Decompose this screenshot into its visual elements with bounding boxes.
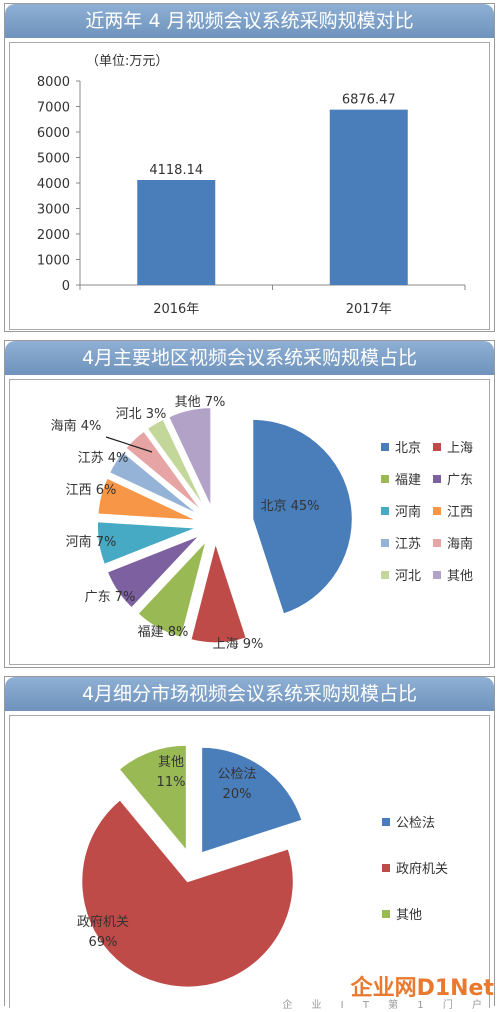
x-tick-label: 2017年: [346, 302, 392, 317]
y-tick-label: 8000: [37, 75, 70, 90]
legend-label: 北京: [395, 441, 421, 456]
legend-label: 河北: [395, 569, 421, 584]
region-pie-title: 4月主要地区视频会议系统采购规模占比: [5, 341, 494, 375]
legend-swatch: [433, 571, 441, 579]
region-pie-panel: 4月主要地区视频会议系统采购规模占比 北京 45% 上海 9% 福建 8% 广东 7%…: [4, 340, 495, 668]
brand-watermark: 企业网D1Net: [350, 976, 494, 1001]
legend-swatch: [382, 864, 390, 872]
legend-label: 福建: [395, 473, 421, 488]
bar: [329, 109, 408, 285]
bar-chart: （单位:万元） 0 1000 2000 3000 4000 5000 6000 7000 8000…: [37, 54, 466, 317]
pie-slice: [200, 746, 304, 855]
legend-swatch: [433, 539, 441, 547]
y-tick-label: 2000: [37, 228, 70, 243]
bar-chart-title: 近两年 4 月视频会议系统采购规模对比: [5, 4, 494, 38]
brand-watermark-sub: 企 业 I T 第 1 门 户: [282, 1000, 490, 1011]
pie-slice-label: 政府机关: [77, 915, 129, 930]
pie-slice: [136, 540, 208, 639]
bar-value-label: 6876.47: [342, 93, 396, 108]
pie-slice: [251, 418, 354, 616]
leader-line: [105, 436, 153, 453]
unit-label: （单位:万元）: [86, 54, 168, 69]
y-tick-label: 5000: [37, 152, 70, 167]
legend-swatch: [382, 818, 390, 826]
pie-slice: [167, 406, 212, 508]
pie-slice-label: 其他 7%: [175, 395, 226, 410]
pie-slice-label: 江西 6%: [66, 483, 117, 498]
legend-label: 河南: [395, 504, 421, 520]
legend-label: 广东: [447, 473, 473, 488]
bar-value-label: 4118.14: [149, 163, 203, 178]
legend-swatch: [433, 507, 441, 515]
pie-slice: [108, 450, 201, 517]
legend-label: 江西: [447, 505, 473, 520]
pie-slice-value: 20%: [223, 787, 252, 802]
pie-slice: [189, 540, 248, 644]
pie-slice: [117, 744, 188, 854]
y-tick-label: 4000: [37, 177, 70, 192]
legend-swatch: [381, 507, 389, 515]
legend-swatch: [381, 475, 389, 483]
region-pie-area: 北京 45% 上海 9% 福建 8% 广东 7% 河南 7% 江西 6% 江苏 4% 海南 4…: [9, 379, 490, 665]
region-pie-chart: 北京 45% 上海 9% 福建 8% 广东 7% 河南 7% 江西 6% 江苏 4% 海南 4…: [51, 395, 473, 652]
pie-slice-value: 69%: [89, 935, 118, 950]
legend-label: 海南: [447, 536, 473, 552]
bar-chart-area: （单位:万元） 0 1000 2000 3000 4000 5000 6000 7000 8000…: [9, 42, 490, 330]
legend-label: 其他: [447, 569, 473, 584]
pie-slice-label: 北京 45%: [260, 499, 319, 514]
y-tick-label: 0: [62, 279, 70, 294]
pie-slice-label: 河南 7%: [66, 534, 117, 550]
legend-label: 江苏: [395, 536, 421, 552]
legend-label: 上海: [447, 441, 473, 456]
y-tick-label: 1000: [37, 254, 70, 269]
pie-slice: [96, 476, 198, 522]
pie-slice: [146, 418, 207, 510]
x-tick-label: 2016年: [153, 302, 199, 317]
segment-pie-area: 公检法 20% 政府机关 69% 其他 11% 公检法 政府机关 其他: [9, 715, 490, 1008]
pie-slice-label: 广东 7%: [85, 590, 136, 605]
legend-swatch: [381, 539, 389, 547]
y-tick-label: 7000: [37, 101, 70, 116]
pie-slice-label: 公检法: [217, 767, 256, 782]
y-tick-label: 6000: [37, 126, 70, 141]
bar: [137, 179, 216, 285]
legend-label: 公检法: [396, 816, 435, 831]
segment-pie-title: 4月细分市场视频会议系统采购规模占比: [5, 677, 494, 711]
pie-slice-label: 福建 8%: [138, 625, 189, 640]
pie-slice-label: 上海 9%: [213, 637, 264, 652]
legend-swatch: [381, 443, 389, 451]
pie-slice-label: 海南 4%: [51, 418, 102, 434]
segment-pie-panel: 4月细分市场视频会议系统采购规模占比 公检法 20% 政府机关 69% 其他 11% 公检法…: [4, 676, 495, 1008]
pie-slice: [96, 520, 198, 566]
legend-label: 其他: [396, 908, 422, 923]
legend-label: 政府机关: [396, 862, 448, 877]
pie-slice: [106, 534, 201, 610]
pie-slice-label: 河北 3%: [116, 407, 167, 422]
pie-slice-value: 11%: [157, 775, 186, 790]
pie-slice: [80, 798, 295, 989]
pie-slice-label: 江苏 4%: [78, 450, 129, 466]
pie-slice: [124, 429, 204, 513]
legend-swatch: [433, 475, 441, 483]
bar-chart-panel: 近两年 4 月视频会议系统采购规模对比 （单位:万元） 0 1000 2000 3000…: [4, 3, 495, 332]
pie-slice-label: 其他: [158, 755, 184, 770]
legend-swatch: [381, 571, 389, 579]
legend-swatch: [433, 443, 441, 451]
y-tick-label: 3000: [37, 203, 70, 218]
legend-swatch: [382, 910, 390, 918]
